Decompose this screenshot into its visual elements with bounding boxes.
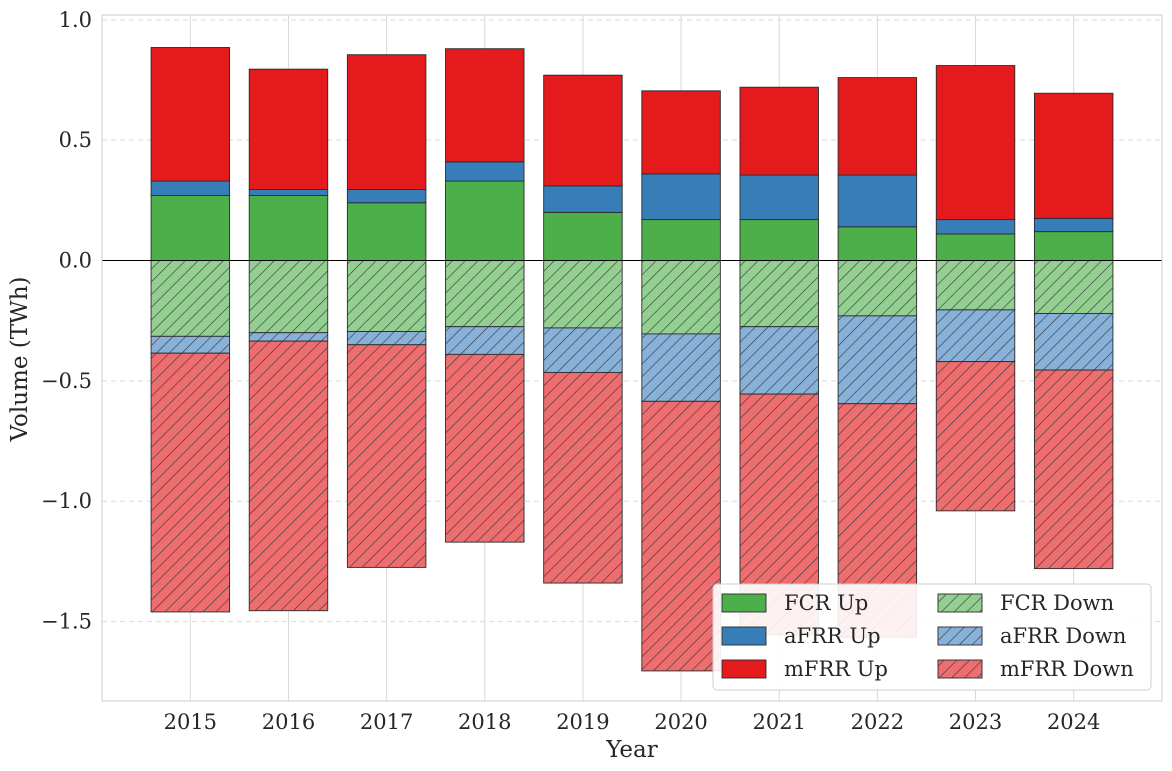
legend-swatch-hatch-fcr-down — [938, 594, 982, 612]
bar-mfrr-down-2016-hatch — [249, 341, 328, 611]
legend-label-fcr-up: FCR Up — [784, 591, 868, 615]
bar-mfrr-up-2016 — [248, 68, 329, 190]
y-axis-label: Volume (TWh) — [7, 277, 33, 443]
legend-label-fcr-down: FCR Down — [1000, 591, 1114, 615]
bar-afrr-down-2022-hatch — [838, 315, 917, 404]
legend-swatch-afrr-up — [721, 626, 767, 646]
bar-afrr-up-2018 — [445, 161, 525, 182]
y-tick-label: 1.0 — [59, 8, 92, 32]
bar-fcr-down-2019-hatch — [543, 260, 623, 328]
bar-afrr-up-2021 — [739, 174, 819, 221]
bar-afrr-up-2023 — [935, 219, 1016, 235]
plot-frame — [101, 14, 1163, 702]
bar-fcr-up-2017 — [346, 202, 427, 261]
bar-fcr-down-2021-hatch — [739, 260, 819, 327]
x-tick-label: 2022 — [851, 710, 904, 734]
x-tick-label: 2016 — [262, 710, 315, 734]
legend-swatch-fcr-up — [721, 593, 767, 613]
bar-mfrr-up-2017 — [346, 54, 427, 190]
y-tick-label: −1.5 — [41, 610, 92, 634]
x-tick-label: 2018 — [458, 710, 511, 734]
bar-mfrr-down-2017-hatch — [347, 344, 426, 568]
bar-afrr-down-2023-hatch — [936, 309, 1015, 362]
bar-fcr-down-2024-hatch — [1034, 260, 1113, 314]
bar-afrr-up-2017 — [346, 189, 427, 204]
bar-fcr-up-2018 — [445, 180, 525, 261]
x-axis-label: Year — [605, 737, 658, 763]
bar-fcr-down-2016-hatch — [249, 260, 328, 333]
bar-afrr-down-2018-hatch — [445, 326, 525, 355]
bar-mfrr-down-2019-hatch — [543, 372, 623, 584]
bar-fcr-up-2022 — [837, 226, 918, 261]
bar-mfrr-up-2023 — [935, 65, 1016, 221]
bar-afrr-up-2020 — [641, 173, 721, 221]
bar-afrr-down-2020-hatch — [641, 333, 721, 402]
bar-mfrr-up-2018 — [445, 48, 525, 163]
bar-fcr-down-2015-hatch — [151, 260, 230, 337]
bar-fcr-up-2016 — [248, 195, 329, 261]
bar-afrr-up-2016 — [248, 189, 329, 196]
bar-afrr-down-2024-hatch — [1034, 313, 1113, 371]
legend-label-afrr-down: aFRR Down — [1000, 624, 1126, 648]
legend-swatch-hatch-mfrr-down — [938, 660, 982, 678]
bar-mfrr-up-2019 — [543, 74, 623, 187]
bar-mfrr-up-2020 — [641, 90, 721, 175]
bar-fcr-up-2024 — [1033, 231, 1114, 261]
x-tick-label: 2023 — [949, 710, 1002, 734]
bar-fcr-up-2023 — [935, 233, 1016, 261]
bar-afrr-down-2019-hatch — [543, 327, 623, 373]
legend-swatch-mfrr-up — [721, 659, 767, 679]
bar-mfrr-down-2024-hatch — [1034, 370, 1113, 569]
bar-mfrr-up-2021 — [739, 86, 819, 176]
bars — [150, 47, 1114, 672]
bar-afrr-up-2024 — [1033, 217, 1114, 233]
bar-fcr-down-2020-hatch — [641, 260, 721, 334]
bar-fcr-up-2015 — [150, 195, 231, 261]
bar-fcr-down-2023-hatch — [936, 260, 1015, 310]
bar-afrr-up-2022 — [837, 174, 918, 228]
bar-mfrr-down-2023-hatch — [936, 361, 1015, 511]
legend-swatch-hatch-afrr-down — [938, 627, 982, 645]
bar-afrr-down-2016-hatch — [249, 332, 328, 342]
bar-mfrr-up-2022 — [837, 77, 918, 176]
bar-fcr-up-2021 — [739, 219, 819, 261]
bar-afrr-down-2017-hatch — [347, 331, 426, 345]
y-tick-label: 0.5 — [59, 128, 92, 152]
x-tick-label: 2017 — [360, 710, 413, 734]
x-tick-label: 2020 — [654, 710, 707, 734]
x-tick-label: 2015 — [164, 710, 217, 734]
y-tick-label: −0.5 — [41, 369, 92, 393]
bar-fcr-up-2020 — [641, 219, 721, 261]
bar-afrr-up-2015 — [150, 180, 231, 196]
bar-afrr-up-2019 — [543, 185, 623, 213]
legend-label-mfrr-up: mFRR Up — [784, 657, 888, 681]
legend-label-mfrr-down: mFRR Down — [1000, 657, 1134, 681]
y-tick-label: 0.0 — [59, 249, 92, 273]
y-tick-label: −1.0 — [41, 489, 92, 513]
x-tick-label: 2024 — [1047, 710, 1100, 734]
legend: FCR Up aFRR Up mFRR Up FCR Down aFRR Down mFR… — [712, 583, 1152, 691]
bar-fcr-down-2018-hatch — [445, 260, 525, 327]
axes: 1.0 0.5 0.0 −0.5 −1.0 −1.5 2015 2016 2017 2018 201… — [41, 8, 1163, 734]
bar-mfrr-up-2024 — [1033, 92, 1114, 219]
bar-fcr-down-2022-hatch — [838, 260, 917, 316]
bar-afrr-down-2021-hatch — [739, 326, 819, 395]
bar-afrr-down-2015-hatch — [151, 336, 230, 354]
legend-label-afrr-up: aFRR Up — [784, 624, 881, 648]
legend-box — [712, 583, 1152, 691]
bar-mfrr-down-2015-hatch — [151, 353, 230, 612]
bar-mfrr-up-2015 — [150, 47, 231, 182]
bar-fcr-down-2017-hatch — [347, 260, 426, 332]
x-tick-label: 2021 — [752, 710, 805, 734]
bar-fcr-up-2019 — [543, 211, 623, 261]
bar-mfrr-down-2020-hatch — [641, 401, 721, 671]
x-tick-label: 2019 — [556, 710, 609, 734]
bar-mfrr-down-2018-hatch — [445, 354, 525, 543]
